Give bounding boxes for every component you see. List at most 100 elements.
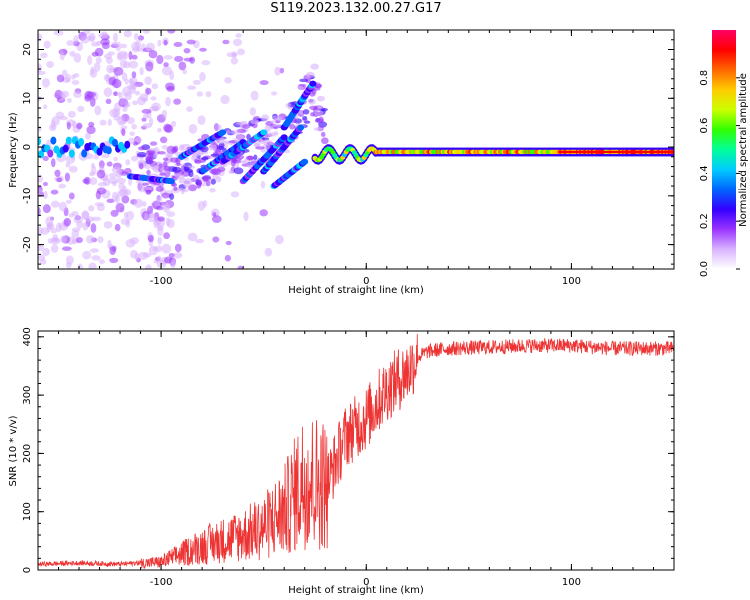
heatmap-cell	[314, 83, 323, 89]
heatmap-cell	[152, 200, 162, 210]
heatmap-cell	[109, 246, 116, 255]
heatmap-cell	[159, 136, 168, 144]
heatmap-cell	[263, 139, 273, 146]
heatmap-cell	[55, 222, 62, 233]
heatmap-cell	[156, 196, 163, 203]
heatmap-cell	[307, 98, 316, 105]
heatmap-cell	[151, 83, 159, 90]
heatmap-cell	[38, 63, 42, 73]
snr-series-line	[38, 333, 674, 569]
heatmap-cell	[63, 217, 72, 227]
heatmap-cell	[313, 127, 323, 132]
heatmap-cell	[174, 55, 184, 63]
heatmap-cell	[216, 139, 226, 144]
heatmap-cell	[125, 159, 131, 166]
heatmap-cell	[103, 87, 113, 97]
heatmap-cell	[119, 43, 128, 49]
heatmap-cell	[144, 76, 152, 86]
heatmap-cell	[38, 33, 43, 42]
heatmap-cell	[138, 183, 145, 193]
heatmap-cell	[210, 153, 220, 157]
heatmap-cell	[242, 124, 251, 129]
heatmap-cell	[166, 211, 176, 217]
heatmap-cell	[110, 209, 119, 217]
heatmap-cell	[146, 169, 151, 176]
heatmap-cell	[144, 213, 149, 220]
heatmap-cell	[96, 187, 107, 195]
heatmap-cell	[254, 141, 261, 148]
heatmap-cell	[42, 181, 48, 187]
heatmap-cell	[233, 167, 244, 175]
colorbar-ticks: 0.0 0.2 0.4 0.6 0.8	[699, 70, 740, 277]
heatmap-cell	[297, 85, 304, 91]
heatmap-cell	[199, 71, 206, 82]
heatmap-cell	[70, 74, 76, 80]
heatmap-cell	[38, 243, 45, 252]
heatmap-cell	[148, 117, 154, 126]
heatmap-cell	[183, 57, 194, 62]
heatmap-cell	[66, 98, 72, 103]
heatmap-cell	[89, 171, 95, 177]
heatmap-cell	[106, 56, 113, 64]
heatmap-cell	[320, 131, 326, 137]
heatmap-cell	[64, 172, 71, 182]
heatmap-cell	[59, 90, 70, 98]
heatmap-cell	[129, 131, 136, 137]
heatmap-cell	[120, 218, 130, 226]
heatmap-cell	[43, 104, 48, 110]
snr-plot: -100 0 100 0 100 200 300 400 Height of straight…	[8, 327, 675, 596]
heatmap-cell	[161, 243, 172, 254]
heatmap-cell	[147, 148, 157, 152]
x-tick-label: 0	[363, 577, 369, 588]
heatmap-cell	[301, 158, 309, 165]
spectrogram-x-axis-label: Height of straight line (km)	[288, 285, 424, 296]
y-tick-label: 10	[22, 92, 33, 105]
heatmap-cell	[302, 109, 310, 115]
heatmap-cell	[267, 132, 276, 137]
colorbar-tick-label: 0.8	[699, 70, 710, 86]
heatmap-cell	[163, 232, 170, 240]
heatmap-cell	[183, 47, 191, 54]
heatmap-cell	[53, 30, 64, 36]
heatmap-cell	[150, 165, 160, 170]
heatmap-cell	[55, 111, 65, 119]
heatmap-cell	[59, 51, 65, 61]
heatmap-cell	[121, 128, 126, 137]
heatmap-cell	[124, 91, 133, 101]
heatmap-cell	[98, 259, 106, 264]
heatmap-cell	[219, 129, 227, 136]
heatmap-cell	[260, 148, 266, 153]
heatmap-cell	[123, 30, 132, 38]
heatmap-cell	[113, 32, 118, 43]
heatmap-cell	[150, 96, 157, 101]
chart-title: S119.2023.132.00.27.G17	[270, 1, 442, 16]
x-tick-label: 100	[562, 276, 581, 287]
heatmap-cell	[167, 178, 175, 185]
heatmap-cell	[50, 158, 56, 168]
heatmap-cell	[86, 125, 96, 135]
heatmap-cell	[108, 172, 118, 179]
heatmap-cell	[38, 150, 45, 159]
heatmap-cell	[42, 247, 50, 257]
heatmap-cell	[148, 50, 158, 59]
heatmap-cell	[171, 146, 178, 154]
heatmap-cell	[237, 48, 245, 56]
heatmap-cell	[67, 110, 76, 118]
heatmap-cell	[122, 107, 128, 112]
heatmap-cell	[68, 149, 75, 158]
heatmap-cell	[249, 107, 257, 116]
heatmap-cell	[65, 136, 72, 145]
heatmap-cell	[111, 138, 118, 147]
heatmap-cell	[95, 56, 102, 64]
heatmap-cell	[142, 182, 150, 186]
heatmap-cell	[50, 227, 58, 234]
heatmap-cell	[157, 39, 162, 47]
heatmap-cell	[170, 259, 176, 269]
y-tick-label: 300	[22, 386, 33, 405]
heatmap-cell	[236, 121, 247, 126]
heatmap-cell	[197, 115, 206, 125]
heatmap-cell	[65, 255, 74, 265]
heatmap-cell	[313, 109, 324, 117]
heatmap-cell	[302, 115, 308, 121]
